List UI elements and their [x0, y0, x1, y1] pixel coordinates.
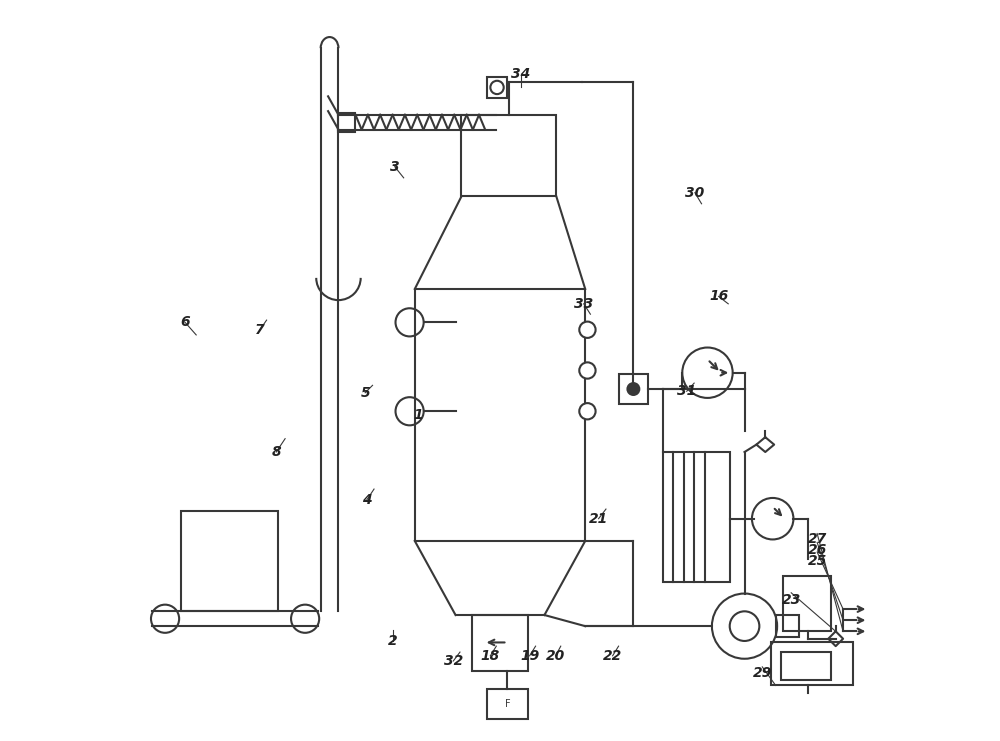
Bar: [181, 511, 278, 611]
Text: 23: 23: [782, 594, 801, 607]
Text: 5: 5: [360, 386, 370, 399]
Text: 34: 34: [511, 67, 530, 81]
Bar: [771, 642, 853, 685]
Circle shape: [579, 362, 596, 379]
Text: 20: 20: [546, 649, 565, 662]
Text: 31: 31: [677, 385, 696, 398]
Text: 3: 3: [390, 160, 400, 173]
Circle shape: [627, 383, 639, 395]
Bar: [776, 615, 799, 637]
Text: 33: 33: [574, 297, 593, 310]
Bar: [487, 77, 507, 98]
Text: 22: 22: [603, 649, 622, 662]
Text: 16: 16: [709, 290, 728, 303]
Bar: [781, 652, 831, 680]
Text: 27: 27: [808, 532, 827, 545]
Bar: [487, 689, 528, 719]
Text: 6: 6: [180, 316, 190, 329]
Text: 30: 30: [685, 186, 705, 199]
Bar: [338, 113, 355, 132]
Text: 18: 18: [481, 649, 500, 662]
Text: 1: 1: [414, 408, 423, 422]
Text: 21: 21: [589, 512, 608, 525]
Text: F: F: [505, 699, 510, 709]
Text: 8: 8: [271, 445, 281, 459]
Bar: [461, 115, 556, 196]
Circle shape: [579, 403, 596, 419]
Bar: [619, 374, 648, 404]
Text: 2: 2: [388, 634, 397, 648]
Bar: [783, 576, 831, 631]
Text: 7: 7: [255, 323, 265, 336]
Text: 25: 25: [808, 554, 827, 568]
Bar: [663, 452, 730, 582]
Text: 26: 26: [808, 543, 827, 556]
Text: 19: 19: [520, 649, 539, 662]
Text: 29: 29: [753, 666, 772, 679]
Text: 32: 32: [444, 654, 463, 668]
Text: 4: 4: [362, 494, 371, 507]
Bar: [415, 289, 585, 541]
Circle shape: [579, 322, 596, 338]
Bar: [472, 615, 528, 671]
